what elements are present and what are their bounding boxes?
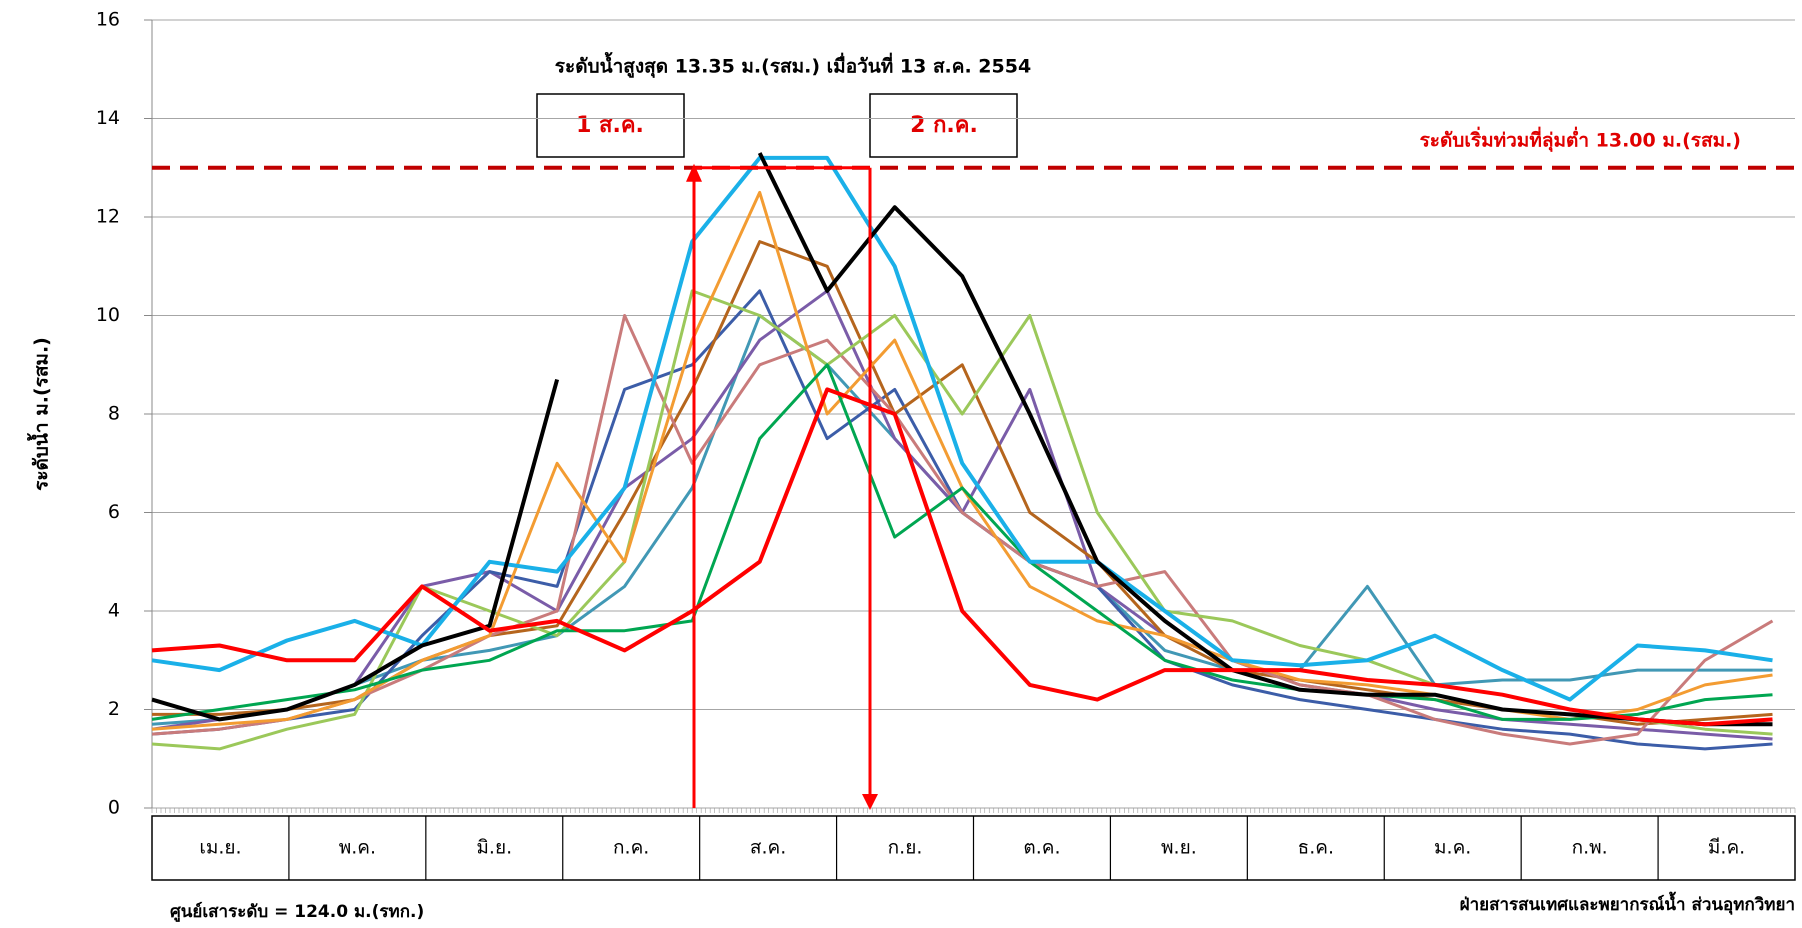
series-line bbox=[151, 289, 1773, 741]
y-tick-label: 2 bbox=[108, 698, 120, 720]
series-line bbox=[152, 240, 1773, 726]
annotation-label: 1 ส.ค. bbox=[576, 113, 644, 138]
y-tick-label: 6 bbox=[108, 501, 120, 523]
x-tick-label: ก.ย. bbox=[888, 837, 923, 859]
x-tick-label: มี.ค. bbox=[1708, 837, 1745, 859]
y-axis-label: ระดับน้ำ ม.(รสม.) bbox=[27, 337, 53, 491]
x-tick-label: ต.ค. bbox=[1023, 837, 1060, 859]
y-tick-label: 10 bbox=[96, 304, 120, 326]
y-tick-label: 16 bbox=[96, 9, 120, 31]
series-line bbox=[151, 363, 1773, 721]
threshold-label: ระดับเริ่มท่วมที่ลุ่มต่ำ 13.00 ม.(รสม.) bbox=[1420, 127, 1741, 153]
annotation-label: 2 ก.ค. bbox=[910, 113, 978, 138]
x-tick-label: ธ.ค. bbox=[1298, 837, 1334, 859]
y-tick-label: 14 bbox=[96, 107, 120, 129]
x-tick-label: มิ.ย. bbox=[476, 837, 512, 859]
footer-left: ศูนย์เสาระดับ = 124.0 ม.(รทก.) bbox=[170, 901, 424, 923]
annotation-box bbox=[869, 93, 1018, 158]
x-tick-label: ส.ค. bbox=[750, 837, 786, 859]
annotation-box bbox=[536, 93, 685, 158]
x-tick-label: ก.พ. bbox=[1572, 837, 1608, 859]
footer-right: ฝ่ายสารสนเทศและพยากรณ์น้ำ ส่วนอุทกวิทยา bbox=[1460, 891, 1795, 915]
x-tick-label: เม.ย. bbox=[199, 837, 241, 859]
arrow-marker bbox=[862, 794, 878, 810]
x-tick-label: พ.ย. bbox=[1161, 837, 1197, 859]
series-line bbox=[151, 152, 1773, 727]
series-line bbox=[151, 387, 1773, 727]
y-tick-label: 0 bbox=[108, 797, 120, 819]
x-tick-label: ม.ค. bbox=[1434, 837, 1471, 859]
chart-title: ระดับน้ำสูงสุด 13.35 ม.(รสม.) เมื่อวันที… bbox=[555, 52, 1031, 79]
y-tick-label: 4 bbox=[108, 600, 120, 622]
x-tick-label: ก.ค. bbox=[613, 837, 649, 859]
y-tick-label: 12 bbox=[96, 206, 120, 228]
y-tick-label: 8 bbox=[108, 403, 120, 425]
x-tick-label: พ.ค. bbox=[339, 837, 376, 859]
